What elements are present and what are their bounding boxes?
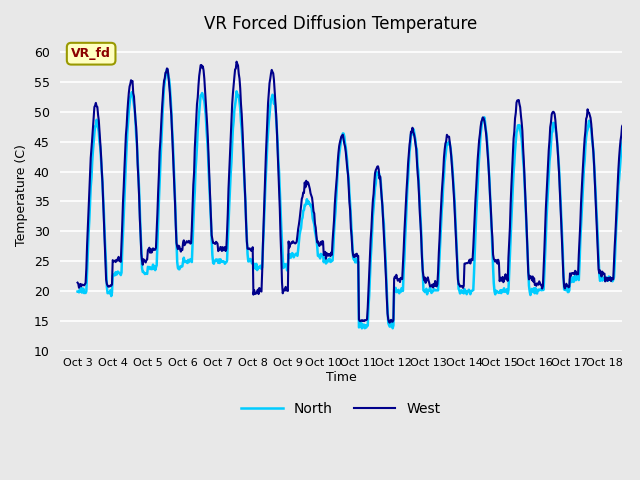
- West: [140, 256, 147, 262]
- North: [358, 325, 365, 331]
- North: [636, 274, 640, 279]
- Y-axis label: Temperature (C): Temperature (C): [15, 144, 28, 246]
- X-axis label: Time: Time: [326, 371, 356, 384]
- West: [271, 97, 279, 103]
- North: [74, 288, 81, 294]
- North: [244, 251, 252, 257]
- Line: West: West: [77, 61, 639, 323]
- North: [450, 183, 458, 189]
- North: [418, 252, 426, 257]
- North: [163, 67, 171, 72]
- North: [293, 252, 301, 258]
- West: [244, 246, 252, 252]
- North: [271, 105, 279, 110]
- West: [450, 186, 458, 192]
- Text: VR_fd: VR_fd: [71, 47, 111, 60]
- Title: VR Forced Diffusion Temperature: VR Forced Diffusion Temperature: [204, 15, 477, 33]
- West: [74, 280, 81, 286]
- West: [418, 255, 426, 261]
- Line: North: North: [77, 70, 639, 328]
- North: [140, 269, 147, 275]
- West: [386, 320, 394, 325]
- Legend: North, West: North, West: [236, 396, 446, 421]
- West: [293, 239, 301, 245]
- West: [636, 276, 640, 282]
- West: [233, 59, 241, 64]
